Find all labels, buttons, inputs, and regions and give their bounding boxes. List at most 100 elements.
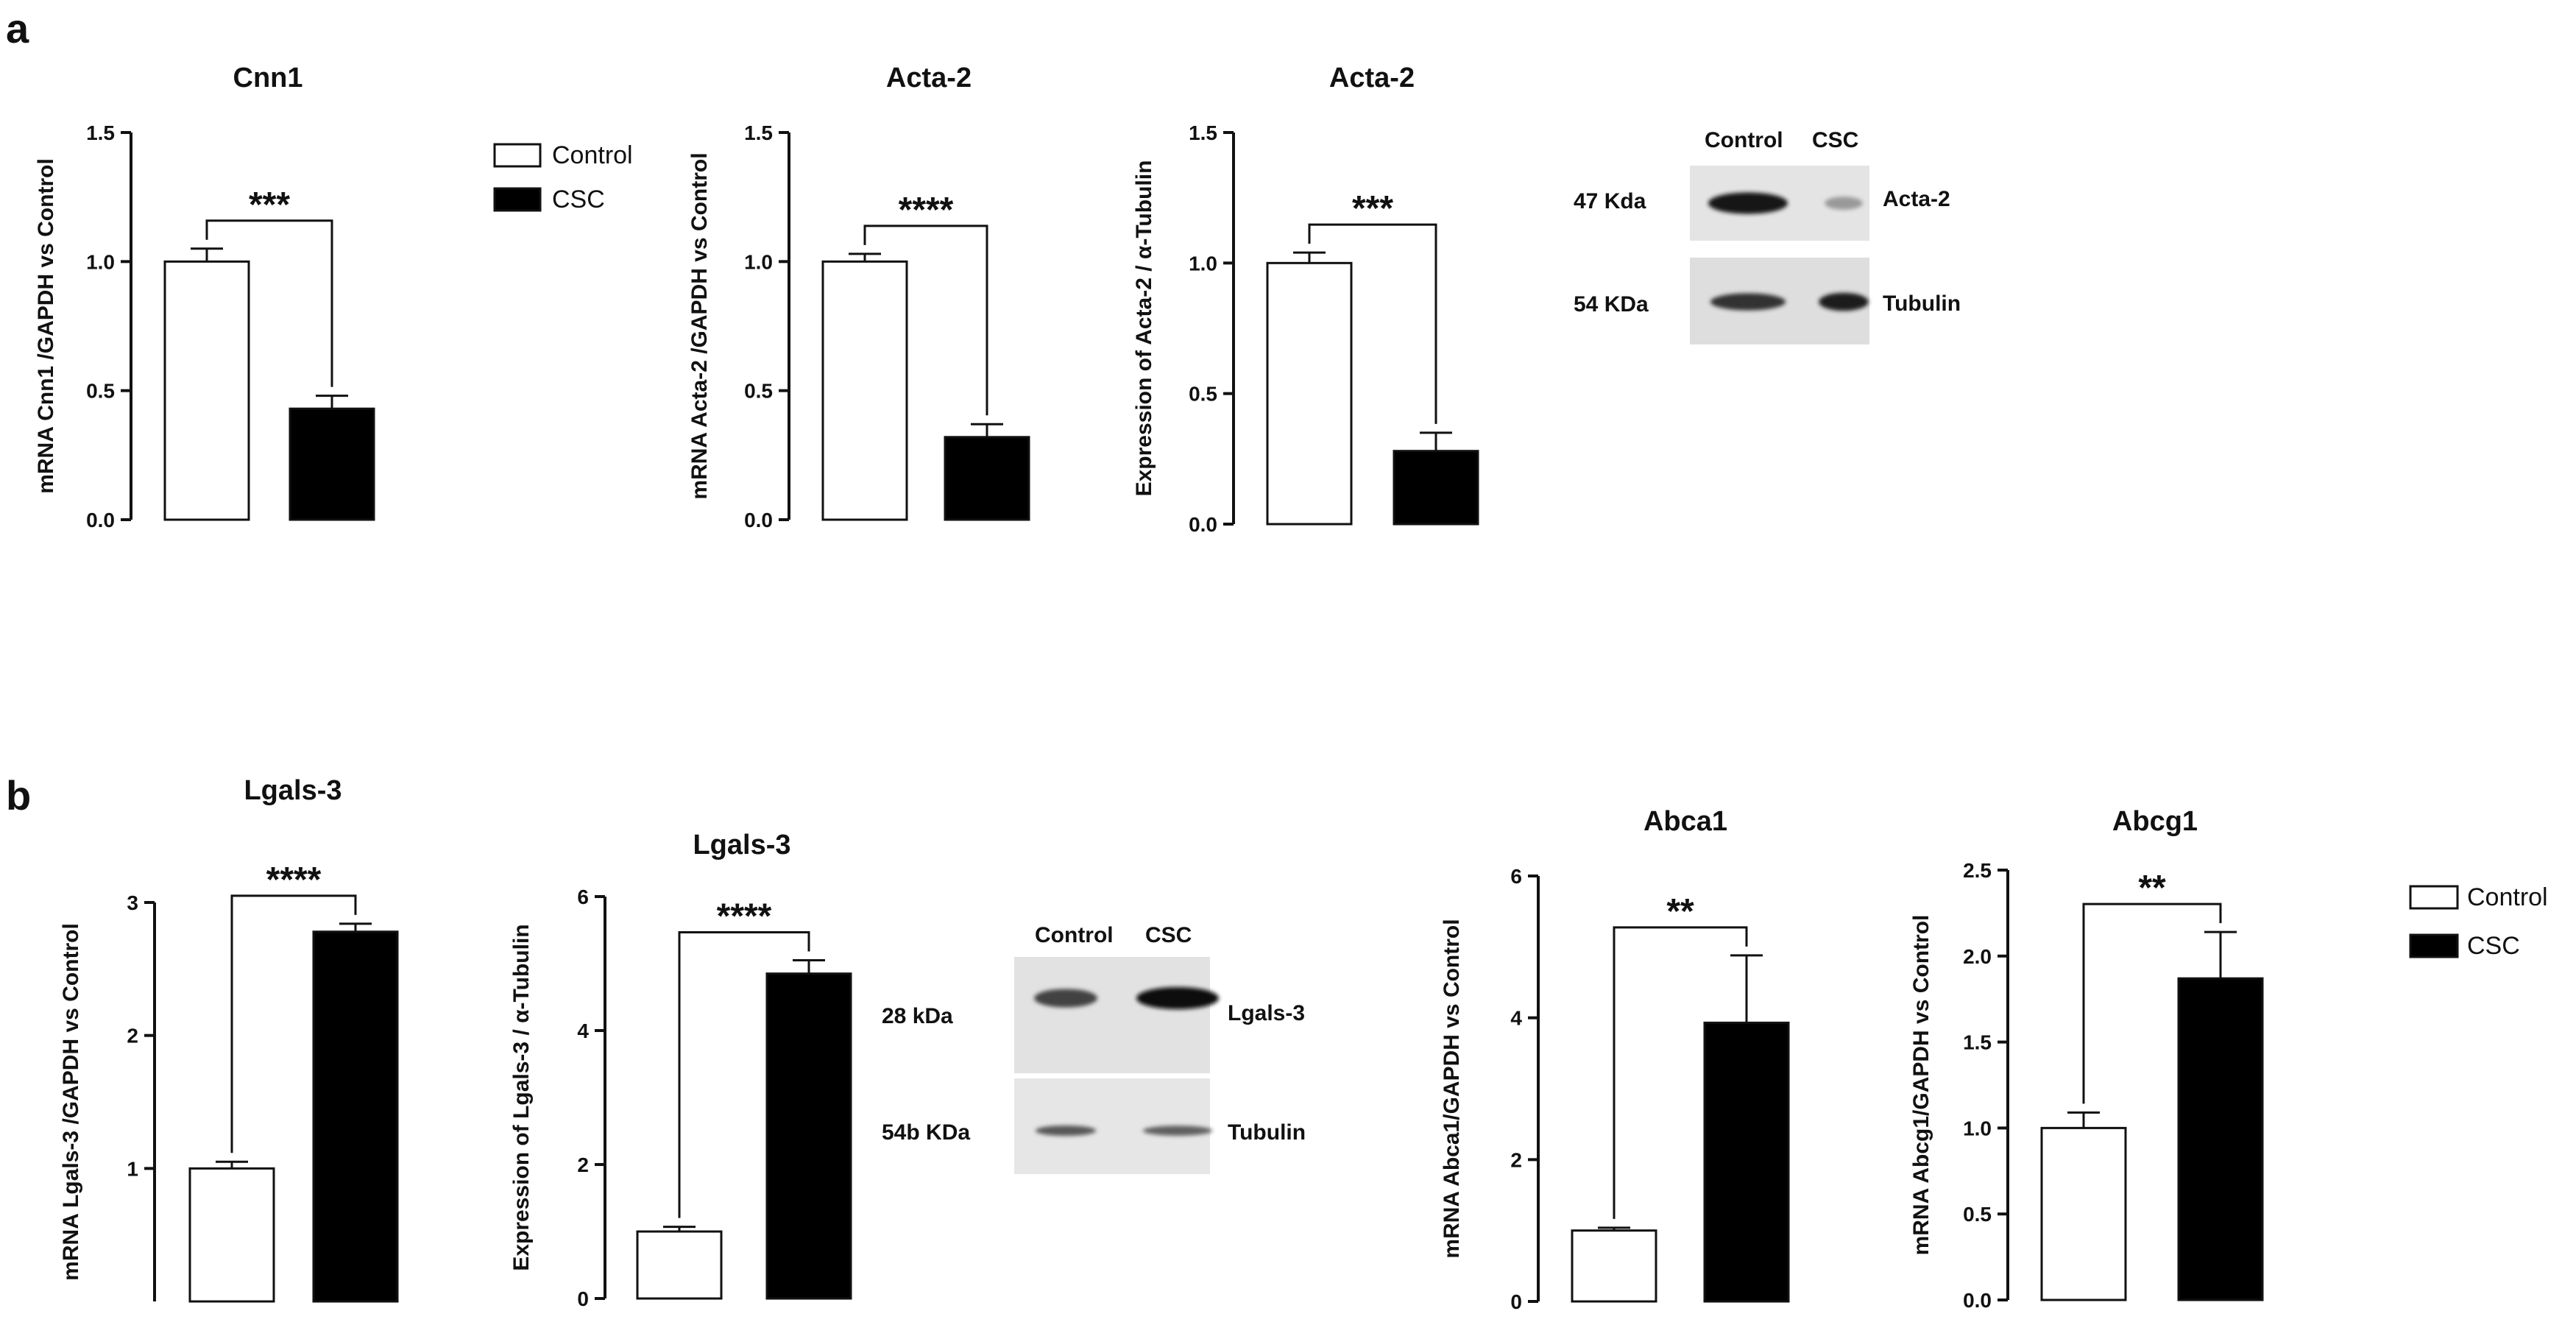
bar-csc	[1703, 1021, 1790, 1303]
blot-band	[1136, 987, 1219, 1009]
blot-band	[1142, 1126, 1213, 1136]
y-tick-label: 0.5	[1189, 383, 1217, 406]
panel-label-a: a	[6, 5, 29, 52]
y-tick-label: 2.5	[1963, 859, 1992, 882]
blot-band	[1708, 192, 1788, 214]
chart-title: Cnn1	[233, 63, 303, 93]
y-tick-label: 6	[1510, 865, 1522, 888]
blot-band	[1819, 292, 1869, 311]
significance-bracket	[1613, 926, 1748, 1219]
y-tick-label: 1.5	[86, 121, 115, 144]
y-tick-label: 1.0	[86, 250, 115, 273]
blot-bands-a	[1708, 192, 1869, 311]
blot-band	[1034, 989, 1097, 1008]
y-tick-label: 1.5	[744, 121, 773, 144]
blot-protein-label: Tubulin	[1228, 1120, 1306, 1145]
legend-swatch-control	[493, 143, 542, 168]
significance-bracket	[2082, 902, 2222, 1104]
chart-lgals3-mrna: Lgals-3 mRNA Lgals-3 /GAPDH vs Control 1 2 3…	[59, 775, 399, 1303]
chart-acta2-protein: Acta-2 Expression of Acta-2 / α-Tubulin 0.…	[1132, 63, 1479, 536]
significance-bracket	[678, 930, 810, 1218]
significance-label: **	[2138, 869, 2166, 908]
blot-membrane-lgals3	[1014, 957, 1210, 1073]
legend-swatch-csc	[493, 187, 542, 212]
legend-label-control: Control	[2467, 883, 2548, 911]
y-axis-label: mRNA Abcg1/GAPDH vs Control	[1909, 915, 1933, 1256]
blot-weight-label: 28 kDa	[882, 1004, 953, 1028]
blot-bands-b	[1034, 987, 1219, 1137]
bar-csc	[944, 436, 1030, 521]
significance-label: ****	[266, 861, 322, 900]
y-tick-label: 1.0	[744, 250, 773, 273]
blot-lane-label-control: Control	[1705, 128, 1783, 152]
bar-csc	[289, 407, 375, 521]
legend-swatch-csc	[2409, 933, 2459, 958]
western-blot-a: Control CSC 47 Kda 54 KDa Acta-2 Tubulin	[1574, 128, 1961, 344]
y-tick-label: 2	[1510, 1148, 1522, 1171]
y-tick-label: 1	[127, 1157, 138, 1180]
y-tick-label: 0.5	[86, 380, 115, 403]
y-tick-label: 2.0	[1963, 945, 1992, 968]
y-tick-label: 4	[1510, 1007, 1522, 1030]
bar-control	[636, 1230, 723, 1300]
y-tick-label: 2	[577, 1153, 589, 1176]
y-tick-label: 1.0	[1963, 1117, 1992, 1140]
y-tick-label: 3	[127, 891, 138, 914]
y-tick-label: 0.0	[744, 509, 773, 531]
chart-acta2-mrna: Acta-2 mRNA Acta-2 /GAPDH vs Control 0.0 0.…	[687, 63, 1030, 531]
bar-control	[2040, 1126, 2127, 1301]
y-tick-label: 0.5	[1963, 1203, 1992, 1226]
significance-label: ***	[249, 186, 290, 225]
y-tick-label: 4	[577, 1020, 589, 1042]
blot-band	[1710, 293, 1786, 311]
bar-csc	[2177, 977, 2264, 1301]
legend-top: Control CSC	[493, 141, 633, 213]
significance-label: **	[1666, 892, 1694, 931]
blot-weight-label: 47 Kda	[1574, 189, 1646, 213]
y-axis-label: Expression of Lgals-3 / α-Tubulin	[509, 924, 534, 1271]
chart-title: Abcg1	[2112, 806, 2198, 837]
chart-title: Abca1	[1643, 806, 1727, 837]
legend-label-csc: CSC	[2467, 932, 2520, 960]
y-tick-label: 0	[577, 1287, 589, 1310]
chart-title: Acta-2	[1329, 63, 1415, 93]
bar-control	[821, 260, 908, 521]
significance-label: ****	[717, 897, 772, 936]
legend-bottom: Control CSC	[2409, 883, 2548, 960]
y-tick-label: 0	[1510, 1290, 1522, 1313]
panel-label-b: b	[6, 772, 31, 819]
y-axis-label: mRNA Abca1/GAPDH vs Control	[1440, 919, 1464, 1258]
chart-abca1: Abca1 mRNA Abca1/GAPDH vs Control 0 2 4 6 **	[1440, 806, 1790, 1313]
blot-protein-label: Tubulin	[1883, 292, 1961, 316]
bar-control	[163, 260, 250, 521]
chart-title: Acta-2	[886, 63, 972, 93]
bar-control	[1571, 1229, 1657, 1303]
y-tick-label: 6	[577, 886, 589, 908]
chart-lgals3-protein: Lgals-3 Expression of Lgals-3 / α-Tubulin…	[509, 830, 852, 1310]
legend-swatch-control	[2409, 885, 2459, 910]
chart-cnn1: Cnn1 mRNA Cnn1 /GAPDH vs Control 0.0 0.5 1.0…	[34, 63, 375, 531]
y-tick-label: 1.5	[1963, 1031, 1992, 1054]
blot-weight-label: 54b KDa	[882, 1120, 970, 1145]
y-tick-label: 0.0	[86, 509, 115, 531]
bar-control	[188, 1167, 275, 1303]
blot-lane-label-control: Control	[1035, 923, 1114, 947]
blot-band	[1825, 197, 1863, 210]
significance-label: ***	[1352, 189, 1393, 228]
bar-csc	[765, 972, 852, 1300]
y-tick-label: 0.0	[1189, 513, 1217, 536]
y-axis-label: Expression of Acta-2 / α-Tubulin	[1132, 160, 1156, 497]
blot-weight-label: 54 KDa	[1574, 292, 1649, 317]
chart-title: Lgals-3	[693, 830, 790, 861]
legend-label-control: Control	[552, 141, 633, 169]
y-axis-label: mRNA Lgals-3 /GAPDH vs Control	[59, 923, 83, 1281]
blot-lane-label-csc: CSC	[1145, 923, 1192, 947]
blot-protein-label: Acta-2	[1883, 187, 1950, 211]
significance-bracket	[1308, 223, 1437, 424]
y-tick-label: 1.5	[1189, 121, 1217, 144]
significance-bracket	[230, 894, 357, 1153]
significance-bracket	[863, 225, 988, 416]
bar-csc	[312, 930, 399, 1303]
significance-bracket	[205, 219, 333, 387]
